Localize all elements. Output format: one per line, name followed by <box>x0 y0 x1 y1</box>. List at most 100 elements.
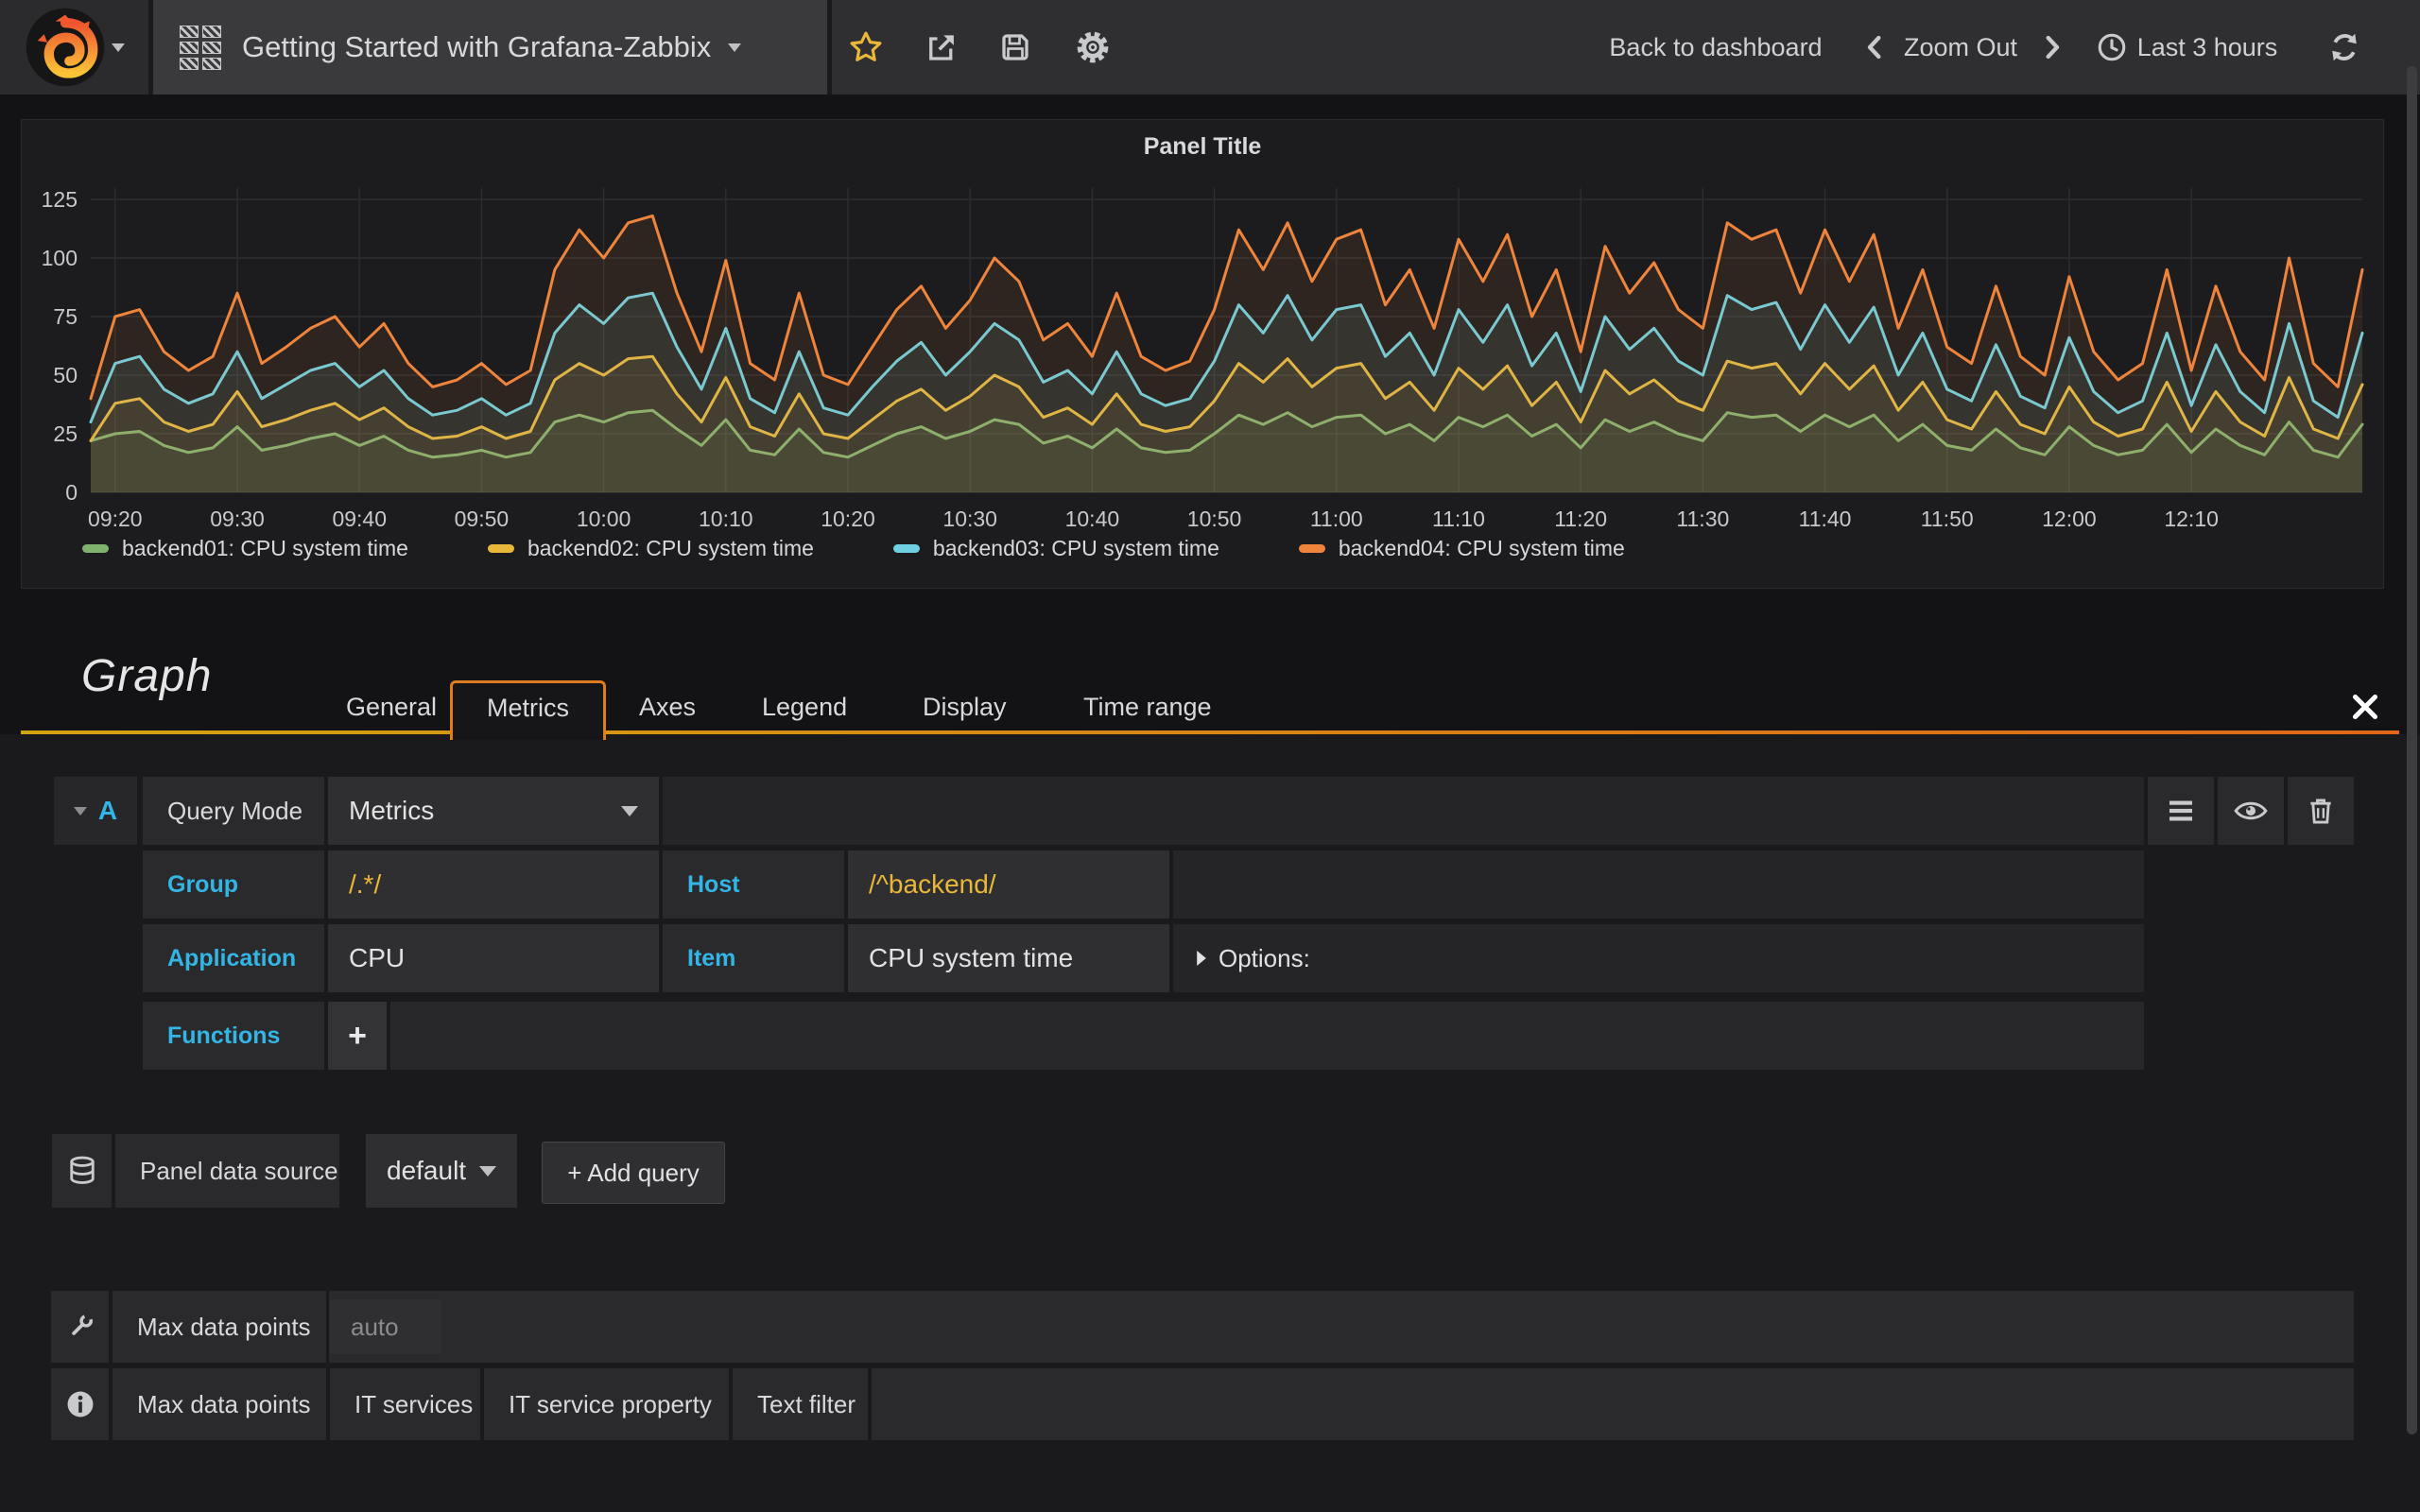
svg-text:11:00: 11:00 <box>1310 507 1363 531</box>
tab-display[interactable]: Display <box>923 693 1007 721</box>
item-label: Item <box>663 924 844 992</box>
application-label: Application <box>143 924 324 992</box>
datasource-select[interactable]: default <box>366 1134 517 1208</box>
query-mode-select[interactable]: Metrics <box>328 777 659 845</box>
functions-row-filler <box>390 1002 2144 1070</box>
legend-item-2[interactable]: backend02: CPU system time <box>487 536 814 561</box>
save-button[interactable] <box>985 0 1046 94</box>
dashboard-title: Getting Started with Grafana-Zabbix <box>242 30 712 63</box>
time-shift-right-button[interactable] <box>2029 0 2076 94</box>
host-row-filler <box>1173 850 2144 919</box>
host-label: Host <box>663 850 844 919</box>
share-icon <box>925 30 959 64</box>
tab-general[interactable]: General <box>346 693 438 721</box>
svg-text:11:30: 11:30 <box>1676 507 1729 531</box>
datasource-icon-cell <box>52 1134 112 1208</box>
star-icon <box>848 29 884 65</box>
chevron-down-icon <box>73 806 87 816</box>
options-label: Options: <box>1219 943 1310 972</box>
options-row-filler: Options: <box>1173 924 2144 992</box>
tab-metrics[interactable]: Metrics <box>450 680 606 740</box>
query-menu-button[interactable] <box>2148 777 2214 845</box>
time-series-chart: 0 25 50 75 100 125 09:20 09:30 09:40 09:50 10:00 10… <box>42 187 2364 531</box>
functions-label: Functions <box>143 1002 324 1070</box>
svg-text:10:10: 10:10 <box>699 507 753 531</box>
max-data-points-row: auto <box>329 1291 2354 1363</box>
legend-marker <box>1298 544 1325 553</box>
chevron-down-icon <box>479 1166 496 1177</box>
star-button[interactable] <box>836 0 896 94</box>
share-button[interactable] <box>911 0 972 94</box>
zoom-out-button[interactable]: Zoom Out <box>1904 0 2017 94</box>
save-icon <box>998 30 1032 64</box>
scrollbar[interactable] <box>2407 66 2417 1435</box>
legend-label: backend04: CPU system time <box>1338 536 1625 560</box>
svg-text:10:50: 10:50 <box>1187 507 1242 531</box>
host-input[interactable]: /^backend/ <box>848 850 1169 919</box>
settings-button[interactable] <box>1063 0 1123 94</box>
max-data-points-input[interactable]: auto <box>330 1299 441 1354</box>
chevron-down-icon <box>728 43 742 52</box>
metric-option-it-service-property[interactable]: IT service property <box>484 1368 729 1440</box>
query-ref-letter: A <box>97 796 118 825</box>
svg-text:11:10: 11:10 <box>1432 507 1485 531</box>
add-function-button[interactable]: + <box>328 1002 387 1070</box>
legend-item-1[interactable]: backend01: CPU system time <box>82 536 408 561</box>
editor-tabbar: General Metrics Axes Legend Display Time… <box>21 679 2399 740</box>
query-collapse-toggle[interactable]: A <box>54 777 137 845</box>
svg-text:10:30: 10:30 <box>942 507 997 531</box>
svg-text:25: 25 <box>53 421 78 446</box>
svg-text:50: 50 <box>53 363 78 387</box>
application-input[interactable]: CPU <box>328 924 659 992</box>
metric-option-max-data-points[interactable]: Max data points <box>112 1368 326 1440</box>
options-toggle[interactable]: Options: <box>1173 944 1310 973</box>
time-range-picker[interactable]: Last 3 hours <box>2087 0 2286 94</box>
dashboard-title-dropdown[interactable]: Getting Started with Grafana-Zabbix <box>153 0 832 94</box>
group-input[interactable]: /.*/ <box>328 850 659 919</box>
clock-icon <box>2096 31 2128 63</box>
svg-text:11:50: 11:50 <box>1921 507 1974 531</box>
info-icon-cell <box>51 1368 109 1440</box>
add-query-button[interactable]: + Add query <box>542 1142 725 1204</box>
grafana-menu[interactable] <box>0 0 153 94</box>
back-to-dashboard-button[interactable]: Back to dashboard <box>1598 0 1834 94</box>
legend-label: backend01: CPU system time <box>122 536 408 560</box>
svg-text:11:20: 11:20 <box>1554 507 1607 531</box>
tab-legend[interactable]: Legend <box>762 693 848 721</box>
legend-marker <box>82 544 109 553</box>
tabbar-underline <box>21 730 2399 734</box>
eye-icon <box>2232 792 2270 830</box>
legend-marker <box>487 544 514 553</box>
item-input[interactable]: CPU system time <box>848 924 1169 992</box>
refresh-button[interactable] <box>2314 0 2375 94</box>
close-icon[interactable] <box>2348 690 2382 724</box>
time-shift-left-button[interactable] <box>1851 0 1898 94</box>
panel-title[interactable]: Panel Title <box>1143 133 1262 160</box>
metric-option-it-services[interactable]: IT services <box>330 1368 480 1440</box>
trash-icon <box>2305 795 2337 827</box>
graph-panel: Panel Title 0 25 50 75 100 125 09:20 09:30 09:40… <box>21 119 2384 589</box>
info-icon <box>64 1388 96 1420</box>
chevron-down-icon <box>621 806 638 816</box>
svg-text:09:40: 09:40 <box>332 507 387 531</box>
tab-time-range[interactable]: Time range <box>1083 693 1212 721</box>
svg-text:12:00: 12:00 <box>2042 507 2097 531</box>
svg-text:12:10: 12:10 <box>2164 507 2219 531</box>
query-toggle-visibility-button[interactable] <box>2218 777 2284 845</box>
legend-item-3[interactable]: backend03: CPU system time <box>892 536 1219 561</box>
chevron-left-icon <box>1860 31 1889 63</box>
svg-text:0: 0 <box>65 480 78 505</box>
back-to-dashboard-label: Back to dashboard <box>1609 32 1823 61</box>
zoom-out-label: Zoom Out <box>1903 32 2018 61</box>
svg-text:125: 125 <box>42 187 78 212</box>
gear-icon <box>1074 28 1112 66</box>
panel-data-source-label: Panel data source <box>115 1134 339 1208</box>
query-delete-button[interactable] <box>2288 777 2354 845</box>
svg-text:09:20: 09:20 <box>88 507 143 531</box>
tab-axes[interactable]: Axes <box>639 693 697 721</box>
max-data-points-label: Max data points <box>112 1291 326 1363</box>
metric-option-text-filter[interactable]: Text filter <box>733 1368 868 1440</box>
legend-marker <box>892 544 920 553</box>
legend-item-4[interactable]: backend04: CPU system time <box>1298 536 1625 561</box>
svg-text:100: 100 <box>42 246 78 270</box>
